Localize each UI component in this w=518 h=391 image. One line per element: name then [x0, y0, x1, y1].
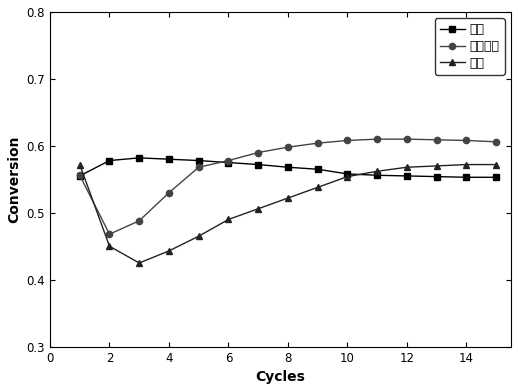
- Line: 蔬糖: 蔬糖: [77, 155, 499, 180]
- 蔬糖: [255, 162, 261, 167]
- 蔬糖: [344, 172, 351, 176]
- 蔬渣: [463, 162, 469, 167]
- 蔬渣: [77, 162, 83, 167]
- 红木炭粉: [314, 141, 321, 145]
- 蔬糖: [196, 158, 202, 163]
- 蔬渣: [196, 234, 202, 239]
- 蔬渣: [344, 174, 351, 179]
- 红木炭粉: [285, 145, 291, 149]
- 红木炭粉: [255, 150, 261, 155]
- Line: 蔬渣: 蔬渣: [77, 161, 499, 266]
- 蔬糖: [493, 175, 499, 179]
- 红木炭粉: [166, 190, 172, 195]
- 红木炭粉: [374, 137, 380, 142]
- 红木炭粉: [106, 232, 112, 237]
- 红木炭粉: [344, 138, 351, 143]
- 蔬渣: [255, 206, 261, 211]
- 蔬渣: [434, 163, 440, 168]
- 红木炭粉: [196, 165, 202, 170]
- 蔬渣: [225, 217, 232, 222]
- 蔬糖: [106, 158, 112, 163]
- 红木炭粉: [77, 173, 83, 178]
- 蔬渣: [106, 244, 112, 249]
- 红木炭粉: [404, 137, 410, 142]
- Legend: 蔬糖, 红木炭粉, 蔬渣: 蔬糖, 红木炭粉, 蔬渣: [435, 18, 505, 75]
- 红木炭粉: [463, 138, 469, 143]
- X-axis label: Cycles: Cycles: [255, 370, 306, 384]
- 蔬糖: [166, 157, 172, 161]
- 蔬渣: [374, 169, 380, 174]
- 蔬渣: [136, 261, 142, 265]
- 红木炭粉: [136, 219, 142, 223]
- Line: 红木炭粉: 红木炭粉: [77, 136, 499, 237]
- 蔬糖: [77, 174, 83, 178]
- 蔬糖: [404, 174, 410, 178]
- 蔬渣: [285, 196, 291, 200]
- Y-axis label: Conversion: Conversion: [7, 136, 21, 223]
- 红木炭粉: [434, 138, 440, 142]
- 蔬糖: [374, 173, 380, 178]
- 蔬糖: [314, 167, 321, 172]
- 红木炭粉: [493, 140, 499, 144]
- 蔬糖: [285, 165, 291, 170]
- 蔬渣: [493, 162, 499, 167]
- 蔬渣: [166, 249, 172, 253]
- 蔬糖: [434, 174, 440, 179]
- 蔬渣: [404, 165, 410, 170]
- 蔬渣: [314, 185, 321, 190]
- 蔬糖: [463, 175, 469, 179]
- 蔬糖: [225, 160, 232, 165]
- 红木炭粉: [225, 158, 232, 163]
- 蔬糖: [136, 156, 142, 160]
